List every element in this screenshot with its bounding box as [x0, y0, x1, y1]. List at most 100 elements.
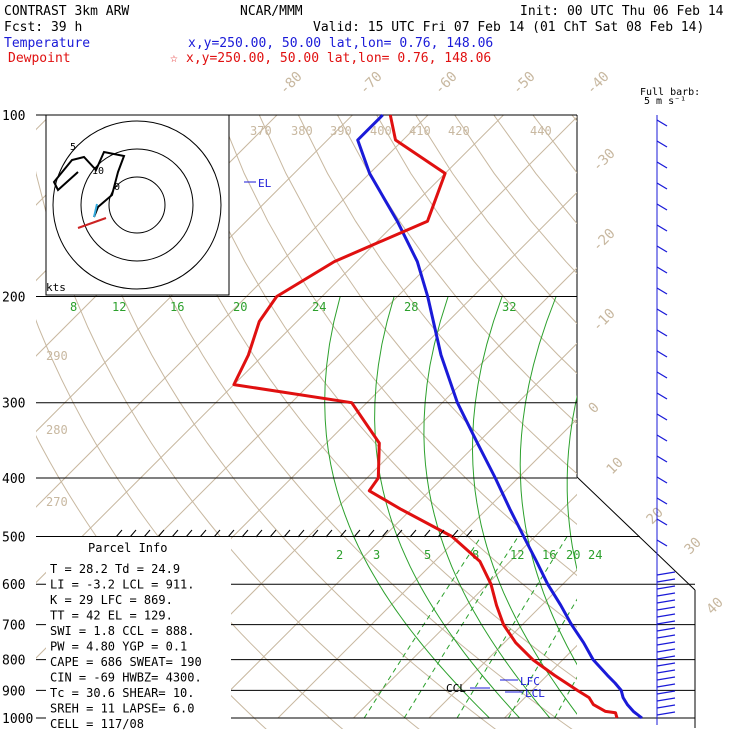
isotherm-label: -60: [432, 69, 461, 98]
dry-adiabat-line: [611, 115, 740, 731]
wind-barb: [656, 287, 668, 295]
hodograph-storm-motion: [93, 203, 98, 218]
hatch-mark: [227, 529, 235, 538]
isotherm-label: -80: [277, 69, 306, 98]
parcel-info-row: CAPE = 686 SWEAT= 190: [50, 655, 202, 669]
theta-label: 390: [330, 124, 352, 138]
dry-adiabat-line: [180, 115, 577, 628]
mixing-lower-label: 8: [472, 548, 479, 562]
wind-barb: [656, 119, 668, 127]
wind-barb: [656, 592, 676, 597]
hatch-mark: [423, 529, 431, 538]
mixing-lower-label: 2: [336, 548, 343, 562]
theta-label: 440: [530, 124, 552, 138]
moist-adiabat-line: [324, 296, 490, 719]
hatch-mark: [283, 529, 291, 538]
isotherm-line: [428, 569, 577, 719]
wind-barb: [656, 662, 676, 667]
hodograph-ring-mid: [80, 148, 194, 262]
pressure-tick-label: 600: [2, 578, 25, 593]
isotherm-label: -20: [590, 226, 619, 255]
hodograph-label-a: 5: [70, 142, 76, 153]
wind-barb: [656, 371, 668, 379]
isotherm-line: [504, 644, 577, 719]
dewpoint-profile-line: [232, 114, 619, 719]
pressure-tick-label: 500: [2, 530, 25, 545]
mixing-upper-label: 20: [233, 300, 247, 314]
moist-adiabat-line: [566, 394, 577, 572]
dry-adiabat-line: [571, 115, 577, 122]
wind-barb: [656, 140, 668, 148]
dry-adiabat-line: [258, 115, 577, 525]
annotation-label: LFC: [520, 675, 540, 688]
theta-label: 270: [46, 495, 68, 509]
wind-barb: [656, 182, 668, 190]
wind-barb: [656, 266, 668, 274]
isotherm-label: 30: [682, 535, 705, 558]
wind-barb: [656, 585, 676, 590]
dry-adiabat-line: [63, 115, 497, 729]
isotherm-line: [731, 115, 740, 718]
moist-adiabat-line: [658, 297, 718, 719]
plot-slant-border-upper: [576, 476, 696, 591]
mixing-lower-label: 16: [542, 548, 556, 562]
wind-barb: [656, 613, 676, 618]
hatch-mark: [367, 529, 375, 538]
wind-barb: [656, 413, 668, 421]
parcel-info-row: T = 28.2 Td = 24.9: [50, 562, 180, 576]
isotherm-line: [656, 115, 740, 718]
wind-barb: [656, 683, 676, 688]
wind-barb: [656, 161, 668, 169]
wind-barb: [656, 308, 668, 316]
hatch-mark: [465, 529, 473, 538]
mixing-upper-label: 16: [170, 300, 184, 314]
hatch-mark: [199, 529, 207, 538]
hodograph-units: kts: [46, 281, 66, 294]
mixing-ratio-line: [456, 536, 568, 719]
hatch-mark: [297, 529, 305, 538]
parcel-info-row: SREH = 11 LAPSE= 6.0: [50, 702, 195, 716]
isotherm-label: -30: [590, 146, 619, 175]
isotherm-line: [202, 342, 577, 719]
header-forecast: Fcst: 39 h: [4, 20, 82, 35]
wind-barb: [656, 245, 668, 253]
wind-barb: [656, 350, 668, 358]
mixing-upper-label: 32: [502, 300, 516, 314]
wind-barb: [656, 203, 668, 211]
theta-label: 290: [46, 349, 68, 363]
header-model: CONTRAST 3km ARW: [4, 4, 129, 19]
isotherm-label: -70: [357, 69, 386, 98]
hatch-mark: [157, 529, 165, 538]
parcel-info-title: Parcel Info: [88, 541, 167, 555]
wind-barb: [656, 571, 676, 576]
barb-title: Full barb:: [640, 87, 700, 98]
wind-barb: [656, 627, 676, 632]
dry-adiabat-line: [141, 115, 577, 681]
legend-dewpoint: Dewpoint: [8, 51, 71, 66]
hatch-mark: [213, 529, 221, 538]
wind-barb: [656, 676, 676, 681]
header-init: Init: 00 UTC Thu 06 Feb 14: [520, 4, 724, 19]
parcel-info-row: CIN = -69 HWBZ= 4300.: [50, 671, 202, 685]
isotherm-label: 0: [586, 400, 603, 417]
isotherm-label: 40: [704, 595, 727, 618]
mixing-lower-label: 12: [510, 548, 524, 562]
wind-barb: [656, 455, 668, 463]
parcel-info-rows: T = 28.2 Td = 24.9 LI = -3.2 LCL = 911.K …: [50, 562, 202, 731]
isotherm-label: -50: [510, 69, 539, 98]
parcel-info-box: [46, 537, 231, 727]
wind-barb: [656, 578, 676, 583]
isotherm-label: 20: [644, 505, 667, 528]
wind-barb: [656, 497, 668, 505]
hatch-mark: [129, 529, 137, 538]
wind-barb: [656, 392, 668, 400]
pressure-tick-label: 1000: [2, 712, 33, 727]
barb-units: 5 m s⁻¹: [644, 96, 686, 107]
hatch-mark: [255, 529, 263, 538]
hatch-mark: [269, 529, 277, 538]
wind-barb: [656, 655, 676, 660]
wind-barb: [656, 620, 676, 625]
dry-adiabat-line: [337, 115, 577, 425]
mixing-lower-label: 20: [566, 548, 580, 562]
moist-adiabat-line: [519, 296, 577, 666]
